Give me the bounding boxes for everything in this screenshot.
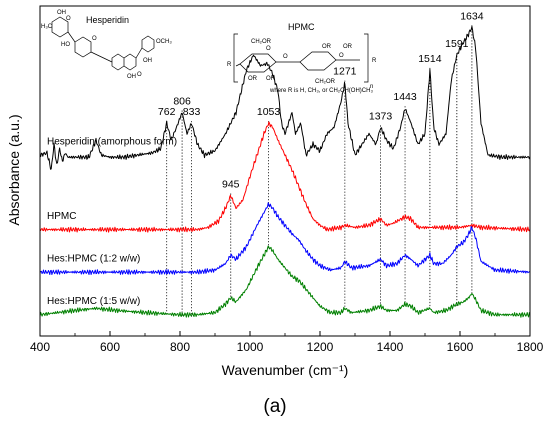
hpmc-note: where R is H, CH₃, or CH₂CH(OH)CH₃ — [269, 88, 373, 94]
chromanone-ring-c — [123, 53, 137, 71]
hpmc-or-2: OR — [266, 76, 276, 82]
hpmc-o-2: O — [283, 54, 288, 60]
peak-label-1373: 1373 — [369, 110, 393, 122]
series-line-3 — [39, 202, 531, 276]
hpmc-bracket-right — [364, 33, 369, 83]
peak-label-1634: 1634 — [460, 10, 484, 22]
x-tick-label-400: 400 — [30, 340, 50, 354]
x-axis-title: Wavenumber (cm⁻¹) — [222, 362, 349, 378]
hpmc-ch2or-bottom: CH₂OR — [315, 79, 336, 85]
x-tick-label-1400: 1400 — [377, 340, 404, 354]
x-tick-label-600: 600 — [100, 340, 120, 354]
hpmc-end-left-bond — [235, 63, 241, 67]
x-tick-label-800: 800 — [170, 340, 190, 354]
peak-label-1591: 1591 — [445, 38, 469, 50]
hpmc-bracket-left — [233, 33, 238, 83]
hpmc-or-3: OR — [322, 44, 332, 50]
ether-bond — [90, 51, 113, 63]
hpmc-o-1: O — [266, 46, 271, 52]
hes-och3-label: OCH₃ — [156, 39, 172, 45]
hes-o-label-2: O — [92, 36, 97, 42]
series-line-1 — [39, 25, 531, 170]
ring-bond — [135, 47, 143, 59]
series-label-3: Hes:HPMC (1:2 w/w) — [47, 254, 140, 265]
hesperidin-structure — [51, 16, 155, 71]
hes-oh-label-3: OH — [127, 74, 136, 80]
x-tick-label-1600: 1600 — [447, 340, 474, 354]
hes-ho-label: HO — [61, 42, 70, 48]
peak-guide-lines — [166, 25, 473, 317]
hpmc-or-1: OR — [248, 76, 258, 82]
hes-h3c-label: H₃C — [41, 24, 53, 30]
peak-label-1514: 1514 — [418, 53, 442, 65]
hes-oh-label-1: OH — [57, 10, 66, 16]
glycosidic-bond — [67, 31, 76, 43]
peak-label-1443: 1443 — [393, 91, 417, 103]
series-labels: Hesperidin (amorphous form) HPMC Hes:HPMC … — [47, 136, 177, 307]
hesperidin-title: Hesperidin — [86, 15, 129, 25]
hpmc-end-left: R — [227, 62, 232, 68]
hpmc-ch2or-top: CH₂OR — [251, 39, 272, 45]
series-line-4 — [39, 245, 531, 318]
hpmc-o-3: O — [339, 53, 344, 59]
peak-label-1271: 1271 — [333, 66, 357, 78]
series-label-2: HPMC — [47, 211, 76, 222]
series-label-4: Hes:HPMC (1:5 w/w) — [47, 296, 140, 307]
hpmc-or-4: OR — [343, 44, 353, 50]
hes-oh-label-2: OH — [143, 58, 152, 64]
peak-label-1053: 1053 — [257, 106, 281, 118]
panel-label: (a) — [263, 396, 286, 417]
x-axis-ticks: 400 600 800 1000 1200 1400 1600 1800 — [30, 331, 544, 354]
y-axis-title: Absorbance (a.u.) — [6, 114, 22, 225]
hpmc-end-right: R — [372, 58, 377, 64]
hpmc-title: HPMC — [288, 22, 315, 32]
peak-label-945: 945 — [222, 179, 240, 191]
x-tick-label-1000: 1000 — [237, 340, 264, 354]
series-line-2 — [39, 121, 531, 233]
hes-o-label-3: O — [137, 72, 142, 78]
hpmc-repeat-n: n — [370, 84, 373, 90]
hes-o-label-1: O — [66, 16, 71, 22]
peak-label-762: 762 — [158, 106, 176, 118]
peak-label-806: 806 — [173, 96, 191, 108]
x-tick-label-1200: 1200 — [307, 340, 334, 354]
series-label-1: Hesperidin (amorphous form) — [47, 136, 177, 147]
peak-label-833: 833 — [183, 106, 201, 118]
spectra-layer — [39, 25, 531, 318]
hpmc-structure — [233, 33, 369, 83]
x-tick-label-1800: 1800 — [517, 340, 544, 354]
